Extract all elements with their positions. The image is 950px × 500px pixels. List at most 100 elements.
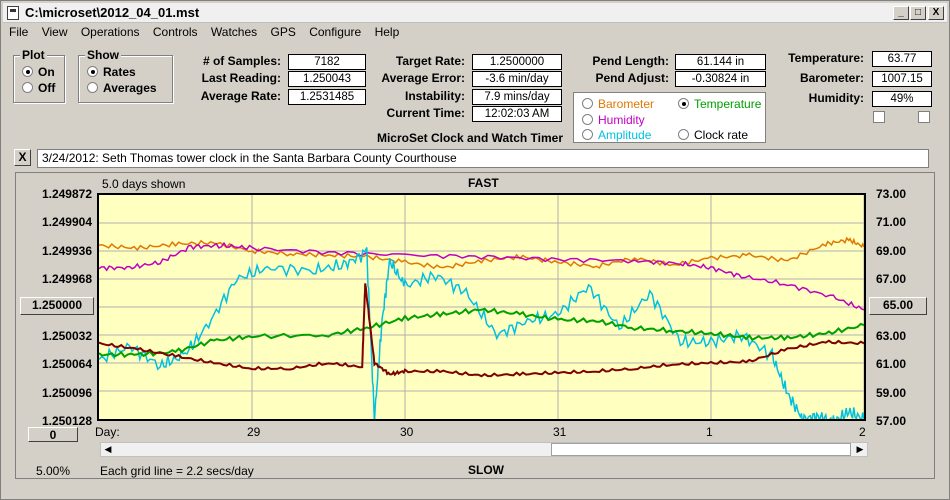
y-left-tick-label: 1.249968 — [41, 272, 92, 287]
instability-label: Instability: — [404, 89, 465, 103]
y-right-tick-label: 57.00 — [876, 414, 907, 429]
y-left-tick-label: 1.250032 — [41, 329, 92, 343]
pend-length-value: 61.144 in — [675, 54, 766, 70]
x-tick-label: 1 — [706, 425, 713, 439]
samples-value: 7182 — [288, 54, 366, 70]
scroll-right-arrow[interactable]: ▶ — [856, 444, 864, 454]
average-error-label: Average Error: — [381, 71, 465, 85]
menu-configure[interactable]: Configure — [309, 25, 362, 39]
series-line-amplitude — [99, 247, 864, 419]
target-rate-value: 1.2500000 — [472, 54, 562, 70]
y-right-tick-label: 67.00 — [876, 272, 907, 287]
plot-svg — [99, 195, 864, 419]
y-right-tick-label: 63.00 — [876, 329, 907, 343]
scroll-left-arrow[interactable]: ◀ — [104, 444, 112, 454]
barometer-label: Barometer: — [799, 71, 864, 85]
day-label: Day: — [95, 425, 120, 439]
plot-on-radio[interactable]: On — [22, 65, 55, 79]
pend-length-label: Pend Length: — [592, 54, 669, 68]
y-left-tick-label: 1.249936 — [41, 243, 92, 258]
y-left-tick-label: 1.250064 — [41, 357, 92, 372]
window-title: C:\microset\2012_04_01.mst — [25, 5, 200, 20]
maximize-button[interactable]: □ — [910, 6, 926, 20]
pend-adjust-value: -0.30824 in — [675, 71, 766, 87]
app-icon — [7, 6, 19, 20]
instability-value: 7.9 mins/day — [472, 89, 562, 105]
x-tick-label: 31 — [553, 425, 567, 439]
temperature-value: 63.77 — [872, 51, 932, 67]
samples-label: # of Samples: — [202, 54, 281, 68]
average-rate-value: 1.2531485 — [288, 89, 366, 105]
menu-operations[interactable]: Operations — [80, 25, 140, 39]
humidity-label: Humidity: — [808, 91, 864, 105]
show-group-title: Show — [85, 48, 121, 62]
app-caption: MicroSet Clock and Watch Timer — [376, 131, 563, 145]
checkbox-2[interactable] — [918, 111, 930, 123]
current-time-label: Current Time: — [386, 106, 465, 120]
sensor-humidity-radio[interactable]: Humidity — [582, 113, 645, 127]
note-field[interactable]: 3/24/2012: Seth Thomas tower clock in th… — [37, 149, 929, 168]
current-time-value: 12:02:03 AM — [472, 106, 562, 122]
menu-view[interactable]: View — [41, 25, 68, 39]
plot-group-title: Plot — [20, 48, 47, 62]
clear-note-button[interactable]: X — [14, 149, 31, 166]
y-right-tick-label: 59.00 — [876, 385, 907, 400]
scroll-thumb[interactable] — [551, 443, 851, 456]
temperature-label: Temperature: — [788, 51, 864, 65]
show-rates-radio[interactable]: Rates — [87, 65, 136, 79]
menu-bar: File View Operations Controls Watches GP… — [3, 24, 947, 42]
target-rate-label: Target Rate: — [395, 54, 465, 68]
menu-gps[interactable]: GPS — [270, 25, 296, 39]
y-left-tick-label: 1.250128 — [41, 414, 92, 429]
x-tick-label: 2 — [859, 425, 866, 439]
x-tick-label: 29 — [247, 425, 261, 439]
y-left-tick-label: 1.250096 — [41, 385, 92, 400]
show-averages-radio[interactable]: Averages — [87, 81, 157, 95]
x-tick-label: 30 — [400, 425, 414, 439]
minimize-button[interactable]: _ — [893, 6, 909, 20]
sensor-clockrate-radio[interactable]: Clock rate — [678, 128, 748, 142]
barometer-value: 1007.15 — [872, 71, 932, 87]
checkbox-1[interactable] — [873, 111, 885, 123]
zero-button[interactable]: 0 — [28, 427, 78, 442]
chart-panel: 5.0 days shown FAST 1.249872 1.249904 1.24… — [15, 172, 935, 479]
humidity-value: 49% — [872, 91, 932, 107]
menu-controls[interactable]: Controls — [152, 25, 198, 39]
grid-note: Each grid line = 2.2 secs/day — [100, 464, 254, 478]
y-left-tick-label: 1.249872 — [41, 187, 92, 201]
plot-area — [97, 193, 866, 421]
sensor-amplitude-radio[interactable]: Amplitude — [582, 128, 651, 142]
series-line-clock-rate — [99, 283, 864, 378]
menu-watches[interactable]: Watches — [210, 25, 258, 39]
y-right-tick-label: 71.00 — [876, 215, 907, 230]
average-error-value: -3.6 min/day — [472, 71, 562, 87]
menu-help[interactable]: Help — [374, 25, 400, 39]
pend-adjust-label: Pend Adjust: — [595, 71, 669, 85]
slow-label: SLOW — [468, 463, 504, 477]
average-rate-label: Average Rate: — [200, 89, 281, 103]
horizontal-scrollbar[interactable]: ◀ ▶ — [100, 442, 868, 457]
center-rate-button[interactable]: 1.250000 — [20, 297, 94, 315]
last-reading-value: 1.250043 — [288, 71, 366, 87]
plot-off-radio[interactable]: Off — [22, 81, 55, 95]
title-bar: C:\microset\2012_04_01.mst _ □ X — [3, 3, 947, 23]
y-left-tick-label: 1.249904 — [41, 215, 92, 230]
sensor-temperature-radio[interactable]: Temperature — [678, 97, 761, 111]
menu-file[interactable]: File — [9, 25, 29, 39]
y-right-tick-label: 69.00 — [876, 243, 907, 258]
center-sensor-button[interactable]: 65.00 — [869, 297, 927, 315]
y-right-tick-label: 73.00 — [876, 187, 907, 201]
days-shown-label: 5.0 days shown — [102, 177, 186, 191]
close-button[interactable]: X — [928, 6, 944, 20]
show-group: Show Rates Averages — [78, 48, 173, 103]
sensor-select-panel: Barometer Temperature Humidity Amplitude… — [573, 92, 766, 143]
last-reading-label: Last Reading: — [201, 71, 281, 85]
fast-label: FAST — [468, 176, 499, 190]
y-right-tick-label: 61.00 — [876, 357, 907, 372]
scale-percent: 5.00% — [36, 464, 71, 478]
plot-group: Plot On Off — [13, 48, 65, 103]
series-line-temperature — [99, 307, 864, 359]
sensor-barometer-radio[interactable]: Barometer — [582, 97, 654, 111]
series-line-humidity — [99, 241, 864, 311]
